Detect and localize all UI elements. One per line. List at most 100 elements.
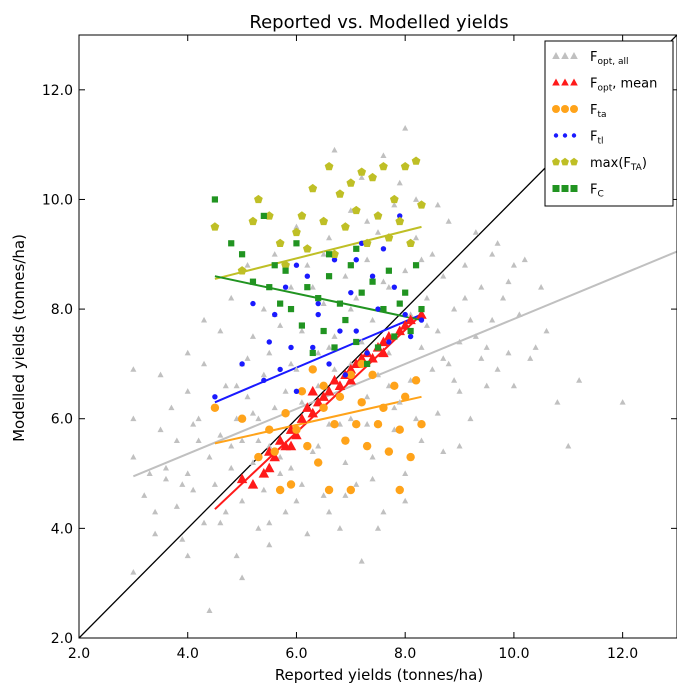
data-point-max-fta [400, 161, 410, 171]
data-point-fopt-all [233, 552, 240, 559]
data-point-fopt-all [353, 481, 360, 487]
data-point-f-ta [265, 425, 274, 434]
data-point-fopt-all [141, 492, 148, 498]
data-point-fopt-all [173, 503, 180, 509]
data-point-fopt-all [130, 366, 137, 372]
y-tick-label: 12.0 [42, 83, 73, 99]
data-point-fopt-all [152, 530, 159, 537]
data-point-max-fta [335, 189, 345, 198]
data-point-f-ta [319, 403, 328, 412]
data-point-fopt-mean [323, 385, 335, 396]
legend-label: max(FTA) [590, 156, 647, 173]
legend-marker [552, 105, 560, 113]
data-point-fopt-all [353, 294, 360, 301]
data-point-fopt-all [287, 464, 295, 471]
data-point-fopt-all [298, 399, 305, 405]
data-point-fopt-mean [416, 309, 427, 319]
data-point-f-tl [397, 213, 403, 219]
data-point-fopt-all [429, 366, 436, 372]
data-point-fopt-all [195, 415, 202, 422]
data-point-fopt-all [510, 262, 517, 268]
legend-marker [571, 133, 577, 138]
data-point-fopt-all [266, 349, 273, 356]
data-point-fopt-all [478, 283, 485, 290]
data-point-f-c [249, 278, 257, 285]
data-point-fopt-all [434, 410, 441, 416]
data-point-f-c [211, 196, 219, 203]
data-point-fopt-all [494, 240, 501, 246]
data-point-fopt-all [385, 349, 392, 356]
data-point-fopt-all [510, 382, 517, 389]
data-point-f-ta [303, 441, 312, 451]
data-point-f-c [309, 349, 316, 357]
data-point-f-ta [357, 398, 366, 407]
x-axis-label: Reported yields (tonnes/ha) [275, 666, 483, 684]
data-point-fopt-all [407, 311, 414, 317]
data-point-fopt-all [619, 399, 626, 405]
data-point-fopt-all [130, 569, 137, 575]
data-point-fopt-all [157, 371, 164, 378]
data-point-fopt-mean [312, 396, 324, 407]
data-point-f-c [353, 245, 360, 252]
data-point-max-fta [319, 216, 329, 226]
data-point-f-c [369, 278, 376, 285]
data-point-max-fta [292, 227, 301, 237]
data-point-f-ta [406, 452, 415, 462]
data-point-fopt-all [527, 355, 534, 361]
data-point-fopt-all [320, 251, 327, 257]
data-point-fopt-all [434, 201, 441, 208]
data-point-fopt-all [282, 388, 289, 394]
data-point-max-fta [351, 205, 361, 215]
data-point-fopt-all [293, 223, 300, 230]
data-point-fopt-all [309, 448, 316, 455]
data-point-max-fta [341, 222, 350, 231]
data-point-fopt-all [364, 256, 371, 263]
data-point-f-tl [326, 361, 332, 367]
data-point-f-ta [319, 381, 328, 391]
data-point-fopt-mean [291, 429, 302, 440]
data-point-f-tl [331, 257, 338, 263]
series-f-ta [210, 359, 426, 495]
data-point-f-c [271, 262, 278, 269]
data-point-max-fta [254, 194, 263, 204]
data-point-fopt-all [380, 508, 387, 515]
data-point-fopt-all [277, 322, 284, 328]
data-point-fopt-all [369, 475, 376, 482]
chart-title: Reported vs. Modelled yields [249, 12, 508, 33]
data-point-fopt-all [244, 393, 251, 400]
data-point-fopt-all [239, 574, 246, 581]
data-point-fopt-mean [378, 336, 389, 347]
data-point-f-c [374, 344, 382, 351]
data-point-fopt-all [413, 234, 420, 241]
data-point-fopt-all [152, 508, 159, 515]
data-point-fopt-all [228, 294, 235, 301]
y-axis-label: Modelled yields (tonnes/ha) [10, 234, 28, 442]
data-point-f-tl [277, 366, 283, 373]
data-point-fopt-all [217, 519, 224, 526]
data-point-fopt-all [532, 344, 539, 350]
data-point-fopt-all [239, 437, 246, 444]
data-point-fopt-all [358, 558, 365, 564]
data-point-f-tl [239, 361, 245, 367]
data-point-fopt-all [200, 519, 208, 526]
data-point-f-ta [357, 359, 366, 369]
data-point-fopt-all [499, 294, 507, 301]
data-point-max-fta [368, 172, 377, 182]
data-point-fopt-all [162, 475, 170, 482]
data-point-fopt-mean [258, 468, 270, 478]
data-point-fopt-all [364, 218, 371, 224]
data-point-f-ta [308, 365, 317, 374]
data-point-fopt-mean [302, 402, 313, 412]
legend-marker [553, 133, 559, 138]
data-point-f-c [320, 327, 327, 335]
data-point-f-tl [315, 300, 321, 307]
data-point-fopt-all [423, 294, 430, 301]
data-point-fopt-all [277, 470, 284, 476]
legend-label: Fta [590, 103, 607, 120]
data-point-fopt-all [565, 442, 572, 449]
data-point-fopt-all [369, 316, 376, 323]
data-point-f-tl [315, 311, 321, 318]
data-point-f-c [347, 262, 354, 269]
data-point-fopt-all [287, 283, 295, 290]
